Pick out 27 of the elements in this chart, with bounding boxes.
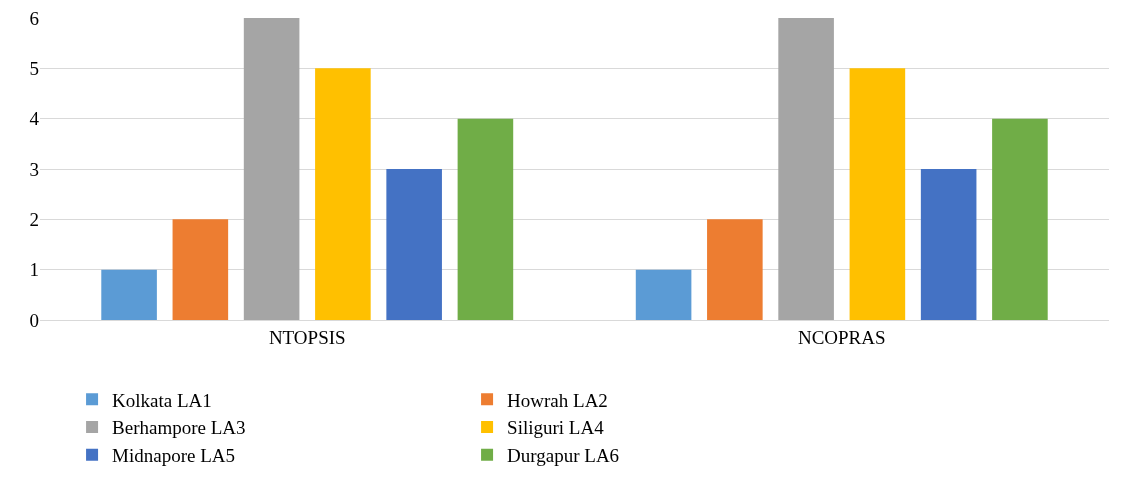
y-tick-label: 4 [29, 108, 40, 130]
bar [920, 169, 977, 320]
y-tick-label: 3 [29, 158, 39, 180]
bar [778, 18, 834, 320]
bar [707, 219, 763, 320]
legend-label: Kolkata LA1 [112, 389, 212, 411]
bar [635, 269, 692, 320]
bar [315, 68, 371, 320]
legend-label: Midnapore LA5 [112, 445, 236, 467]
y-tick-label: 1 [29, 259, 39, 281]
legend-label: Howrah LA2 [507, 389, 608, 411]
bar [386, 169, 442, 320]
bar [101, 269, 157, 320]
bar [849, 68, 906, 320]
y-tick-label: 2 [29, 208, 39, 230]
x-tick-label: NTOPSIS [268, 326, 346, 348]
bar [457, 118, 514, 320]
bar [992, 118, 1048, 320]
y-tick-label: 6 [29, 7, 39, 29]
bar [243, 18, 300, 320]
legend-label: Berhampore LA3 [112, 417, 246, 439]
y-tick-label: 5 [29, 57, 39, 79]
legend-label: Durgapur LA6 [507, 445, 620, 467]
x-tick-label: NCOPRAS [797, 326, 886, 348]
y-tick-label: 0 [29, 309, 39, 331]
bar [172, 219, 229, 320]
legend-label: Siliguri LA4 [507, 417, 605, 439]
